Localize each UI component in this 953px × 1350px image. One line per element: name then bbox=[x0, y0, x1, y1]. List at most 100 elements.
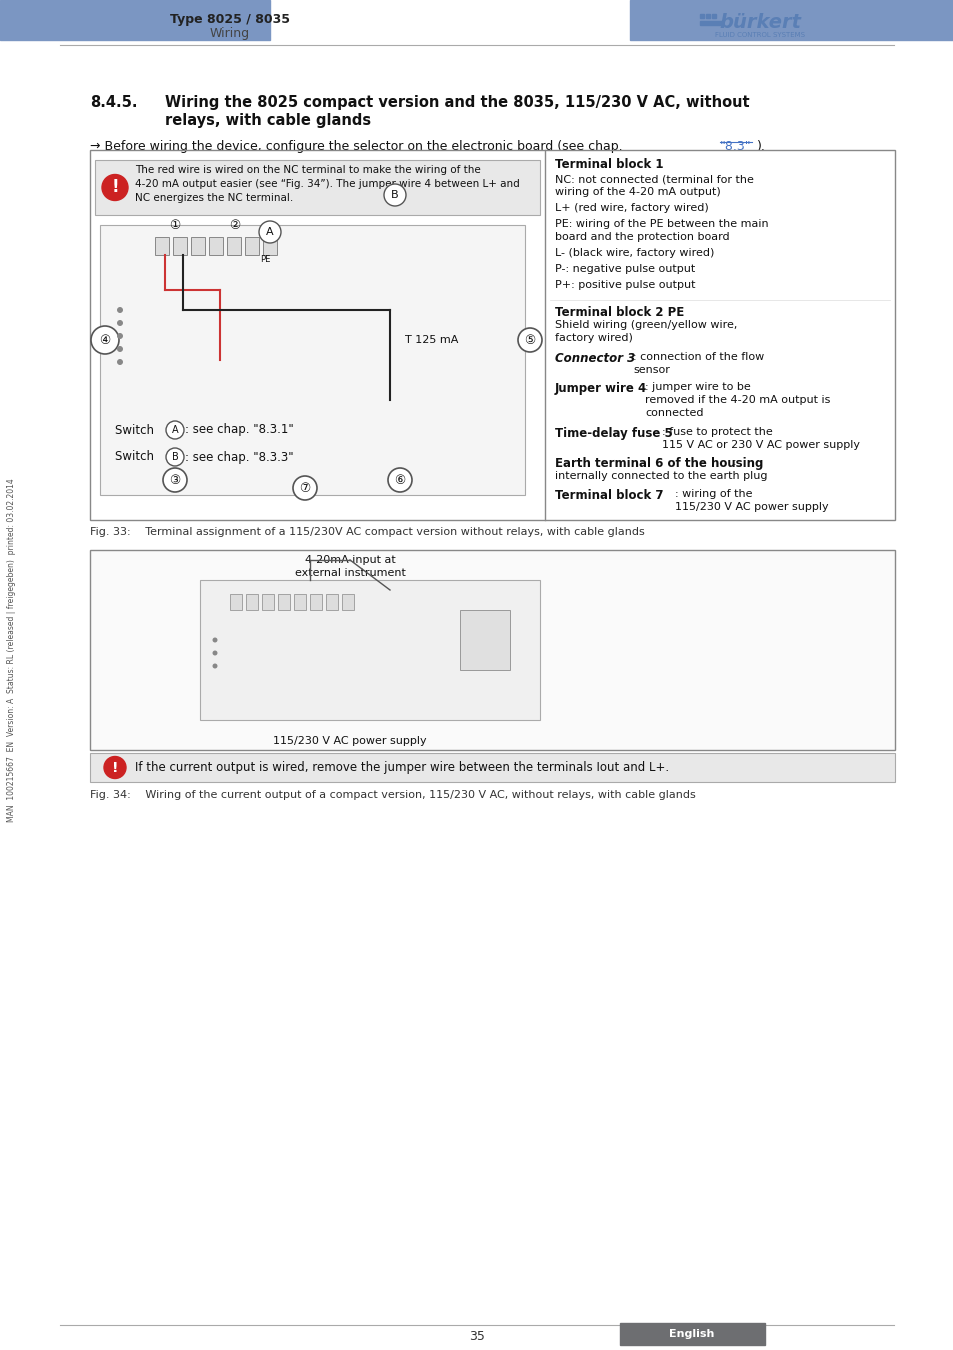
Circle shape bbox=[258, 221, 281, 243]
Bar bbox=[700, 22, 721, 26]
Bar bbox=[227, 238, 241, 255]
Bar bbox=[230, 594, 242, 610]
Text: ②: ② bbox=[229, 219, 240, 232]
Text: Type 8025 / 8035: Type 8025 / 8035 bbox=[170, 14, 290, 27]
Text: ⑤: ⑤ bbox=[524, 333, 535, 347]
Text: B: B bbox=[391, 190, 398, 200]
Bar bbox=[263, 238, 276, 255]
Bar bbox=[95, 161, 539, 215]
Circle shape bbox=[163, 468, 187, 491]
Text: English: English bbox=[669, 1328, 714, 1339]
Text: → Before wiring the device, configure the selector on the electronic board (see : → Before wiring the device, configure th… bbox=[90, 140, 626, 153]
Circle shape bbox=[117, 333, 123, 339]
Text: T 125 mA: T 125 mA bbox=[405, 335, 457, 346]
Text: !: ! bbox=[112, 760, 118, 775]
Text: : fuse to protect the
115 V AC or 230 V AC power supply: : fuse to protect the 115 V AC or 230 V … bbox=[661, 427, 859, 450]
Text: A: A bbox=[172, 425, 178, 435]
Text: FLUID CONTROL SYSTEMS: FLUID CONTROL SYSTEMS bbox=[714, 32, 804, 38]
Text: ①: ① bbox=[170, 219, 180, 232]
Text: ⑥: ⑥ bbox=[394, 474, 405, 486]
Bar bbox=[191, 238, 205, 255]
Text: The red wire is wired on the NC terminal to make the wiring of the
4-20 mA outpu: The red wire is wired on the NC terminal… bbox=[135, 165, 519, 202]
Text: internally connected to the earth plug: internally connected to the earth plug bbox=[555, 471, 767, 481]
Bar bbox=[326, 594, 337, 610]
Bar bbox=[310, 594, 322, 610]
Text: : wiring of the
115/230 V AC power supply: : wiring of the 115/230 V AC power suppl… bbox=[675, 489, 828, 512]
Circle shape bbox=[293, 477, 316, 500]
Bar bbox=[246, 594, 257, 610]
Circle shape bbox=[213, 651, 217, 656]
Text: bürkert: bürkert bbox=[719, 14, 801, 32]
Text: Shield wiring (green/yellow wire,
factory wired): Shield wiring (green/yellow wire, factor… bbox=[555, 320, 737, 343]
Text: : see chap. "8.3.3": : see chap. "8.3.3" bbox=[185, 451, 294, 463]
Text: !: ! bbox=[112, 178, 119, 197]
Text: P+: positive pulse output: P+: positive pulse output bbox=[555, 279, 695, 290]
Circle shape bbox=[166, 448, 184, 466]
Circle shape bbox=[213, 663, 217, 668]
Bar bbox=[209, 238, 223, 255]
Bar bbox=[619, 1323, 764, 1345]
Text: Wiring the 8025 compact version and the 8035, 115/230 V AC, without: Wiring the 8025 compact version and the … bbox=[165, 95, 749, 109]
Text: A: A bbox=[266, 227, 274, 238]
Text: Switch: Switch bbox=[115, 424, 157, 436]
Text: : jumper wire to be
removed if the 4-20 mA output is
connected: : jumper wire to be removed if the 4-20 … bbox=[644, 382, 829, 418]
Bar bbox=[0, 0, 270, 40]
Circle shape bbox=[102, 174, 128, 201]
Bar bbox=[90, 549, 894, 751]
Text: Connector 3: Connector 3 bbox=[555, 352, 635, 365]
Text: NC: not connected (terminal for the
wiring of the 4-20 mA output): NC: not connected (terminal for the wiri… bbox=[555, 174, 753, 197]
Bar bbox=[100, 225, 524, 495]
Text: 115/230 V AC power supply: 115/230 V AC power supply bbox=[273, 736, 426, 747]
Text: Fig. 33:  Terminal assignment of a 115/230V AC compact version without relays, w: Fig. 33: Terminal assignment of a 115/23… bbox=[90, 526, 644, 537]
Bar bbox=[629, 0, 953, 40]
Text: If the current output is wired, remove the jumper wire between the terminals Iou: If the current output is wired, remove t… bbox=[135, 761, 668, 774]
Text: : see chap. "8.3.1": : see chap. "8.3.1" bbox=[185, 424, 294, 436]
Text: ③: ③ bbox=[170, 474, 180, 486]
Bar bbox=[459, 610, 510, 670]
Text: B: B bbox=[172, 452, 178, 462]
Bar bbox=[154, 238, 169, 255]
Text: 8.4.5.: 8.4.5. bbox=[90, 95, 137, 109]
Text: PE: PE bbox=[259, 255, 270, 265]
Text: ).: ). bbox=[757, 140, 765, 153]
Bar bbox=[90, 753, 894, 782]
Text: Terminal block 2 PE: Terminal block 2 PE bbox=[555, 306, 683, 319]
Bar bbox=[90, 150, 894, 520]
Circle shape bbox=[388, 468, 412, 491]
Circle shape bbox=[91, 325, 119, 354]
Circle shape bbox=[384, 184, 406, 207]
Text: :: : bbox=[732, 458, 736, 467]
Text: Wiring: Wiring bbox=[210, 27, 250, 39]
Text: "8.3": "8.3" bbox=[720, 140, 751, 153]
Bar bbox=[341, 594, 354, 610]
Bar bbox=[705, 14, 709, 18]
Circle shape bbox=[117, 359, 123, 364]
Circle shape bbox=[517, 328, 541, 352]
Text: : connection of the flow
sensor: : connection of the flow sensor bbox=[633, 352, 763, 375]
Circle shape bbox=[166, 421, 184, 439]
Text: Switch: Switch bbox=[115, 451, 157, 463]
Text: ④: ④ bbox=[99, 333, 111, 347]
Bar bbox=[711, 14, 716, 18]
Circle shape bbox=[213, 637, 217, 643]
Text: Time-delay fuse 5: Time-delay fuse 5 bbox=[555, 427, 672, 440]
Bar bbox=[172, 238, 187, 255]
Text: 4-20mA input at
external instrument: 4-20mA input at external instrument bbox=[294, 555, 405, 578]
Text: L+ (red wire, factory wired): L+ (red wire, factory wired) bbox=[555, 202, 708, 213]
Text: Terminal block 7: Terminal block 7 bbox=[555, 489, 662, 502]
Circle shape bbox=[117, 346, 123, 352]
Text: relays, with cable glands: relays, with cable glands bbox=[165, 113, 371, 128]
Circle shape bbox=[117, 320, 123, 325]
Bar bbox=[294, 594, 306, 610]
Text: 35: 35 bbox=[469, 1331, 484, 1343]
Circle shape bbox=[117, 306, 123, 313]
Text: ⑦: ⑦ bbox=[299, 482, 311, 494]
Text: Terminal block 1: Terminal block 1 bbox=[555, 158, 662, 171]
Text: Earth terminal 6 of the housing: Earth terminal 6 of the housing bbox=[555, 458, 762, 470]
Bar bbox=[277, 594, 290, 610]
Circle shape bbox=[104, 756, 126, 779]
Bar bbox=[200, 580, 539, 720]
Text: Jumper wire 4: Jumper wire 4 bbox=[555, 382, 646, 396]
Text: PE: wiring of the PE between the main
board and the protection board: PE: wiring of the PE between the main bo… bbox=[555, 219, 768, 242]
Text: L- (black wire, factory wired): L- (black wire, factory wired) bbox=[555, 248, 714, 258]
